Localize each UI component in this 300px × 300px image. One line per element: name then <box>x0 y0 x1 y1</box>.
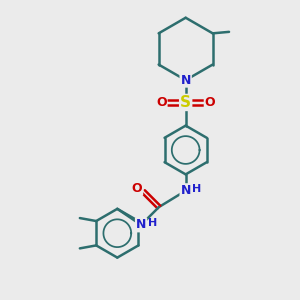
Text: N: N <box>181 184 191 197</box>
Text: N: N <box>181 74 191 87</box>
Text: S: S <box>180 95 191 110</box>
Text: H: H <box>148 218 157 228</box>
Text: N: N <box>136 218 146 231</box>
Text: O: O <box>205 96 215 109</box>
Text: O: O <box>132 182 142 194</box>
Text: H: H <box>192 184 202 194</box>
Text: O: O <box>156 96 166 109</box>
